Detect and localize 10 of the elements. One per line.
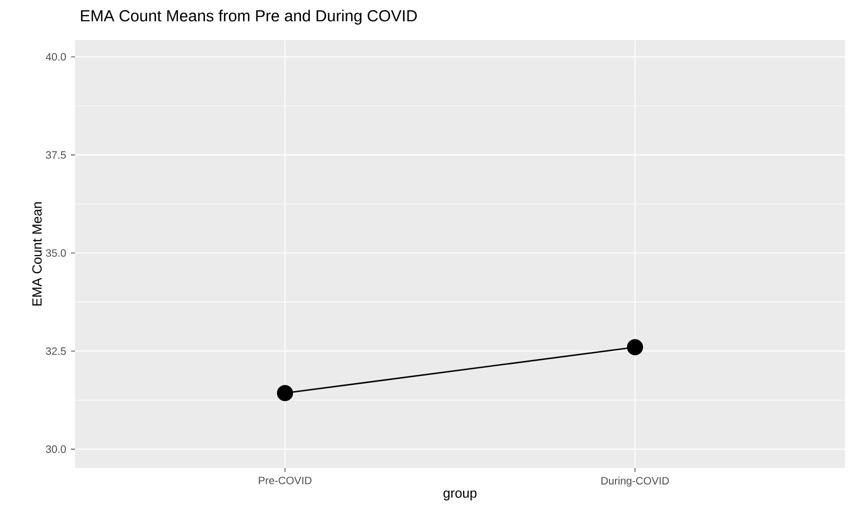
x-axis-title: group bbox=[444, 490, 476, 500]
y-axis-title: EMA Count Mean bbox=[32, 202, 42, 306]
x-tick-label: During-COVID bbox=[602, 476, 669, 487]
y-tick-label: 40.0 bbox=[46, 53, 66, 61]
chart-title: EMA Count Means from Pre and During COVID bbox=[81, 10, 417, 25]
y-tick-label: 37.5 bbox=[46, 151, 66, 159]
y-tick-label: 35.0 bbox=[46, 249, 66, 257]
y-tick-label: 30.0 bbox=[46, 445, 66, 453]
x-tick-label: Pre-COVID bbox=[258, 476, 312, 484]
y-tick-label: 32.5 bbox=[46, 347, 66, 355]
